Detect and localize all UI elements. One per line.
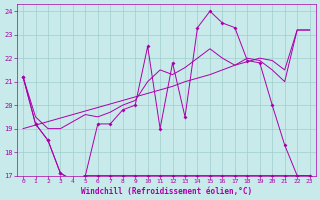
X-axis label: Windchill (Refroidissement éolien,°C): Windchill (Refroidissement éolien,°C) bbox=[81, 187, 252, 196]
